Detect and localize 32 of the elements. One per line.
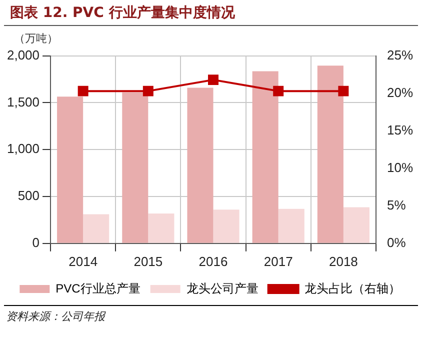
y-axis-title: （万吨） bbox=[13, 31, 59, 45]
bar bbox=[278, 208, 304, 243]
y2-tick-label: 10% bbox=[386, 160, 414, 175]
x-tick-label: 2018 bbox=[328, 254, 358, 269]
bar bbox=[57, 96, 84, 243]
legend-label: PVC行业总产量 bbox=[56, 281, 140, 296]
bar bbox=[148, 213, 174, 243]
legend-label: 龙头占比（右轴） bbox=[304, 281, 400, 296]
y2-tick-label: 0% bbox=[386, 234, 406, 250]
x-tick-label: 2015 bbox=[134, 254, 163, 269]
y-tick-label: 500 bbox=[18, 188, 40, 204]
text: 资料来源：公司年报 bbox=[4, 305, 418, 327]
y-tick-label: 1,000 bbox=[6, 141, 40, 156]
bar bbox=[83, 214, 110, 243]
x-tick-label: 2016 bbox=[198, 254, 228, 269]
bar bbox=[187, 88, 214, 243]
y-tick-label: 0 bbox=[32, 234, 40, 250]
y-tick-label: 1,500 bbox=[6, 94, 40, 110]
legend-label: 龙头公司产量 bbox=[186, 281, 258, 296]
y2-tick-label: 25% bbox=[386, 47, 414, 62]
y2-tick-label: 5% bbox=[386, 197, 406, 212]
y2-tick-label: 15% bbox=[386, 122, 414, 138]
y-tick-label: 2,000 bbox=[6, 47, 40, 62]
x-tick-label: 2017 bbox=[264, 254, 293, 269]
chart-title: 图表 12. PVC 行业产量集中度情况 bbox=[4, 0, 418, 26]
bar bbox=[317, 66, 344, 243]
bar bbox=[252, 71, 278, 243]
bar bbox=[213, 210, 240, 243]
x-tick-label: 2014 bbox=[68, 254, 98, 269]
bar bbox=[343, 207, 370, 243]
y2-tick-label: 20% bbox=[386, 84, 414, 100]
bar bbox=[122, 92, 148, 243]
